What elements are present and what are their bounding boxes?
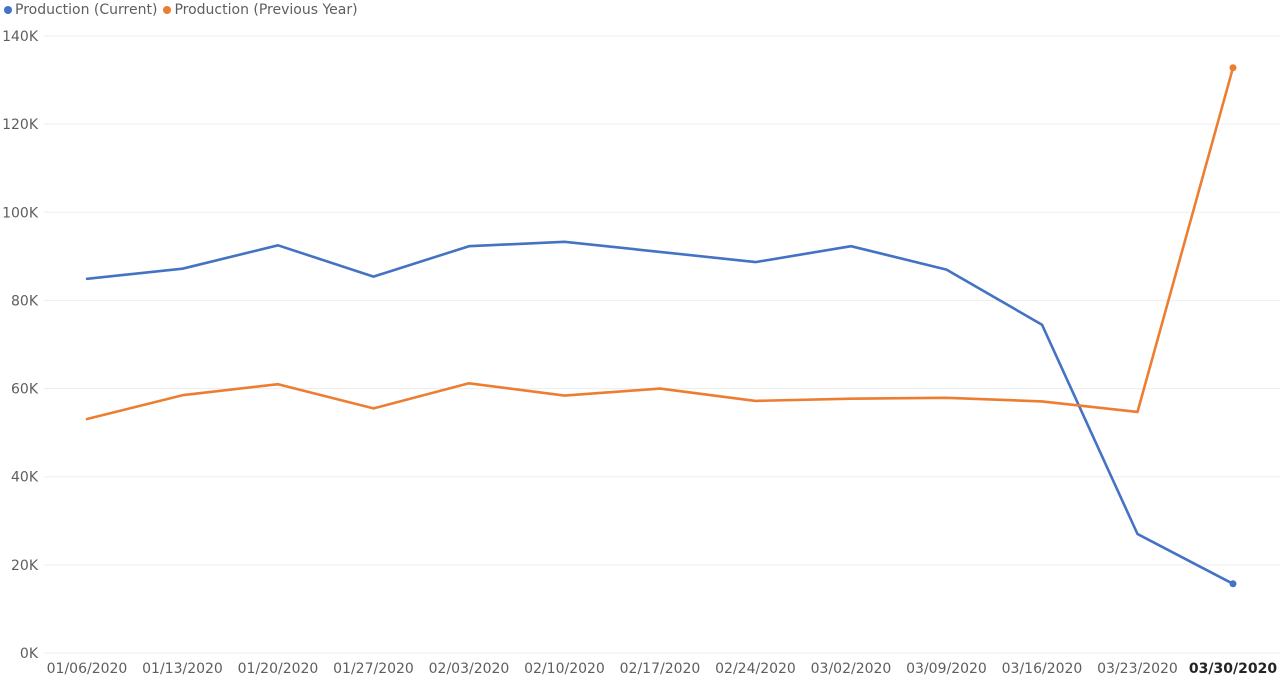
legend-label-previous-year: Production (Previous Year) xyxy=(174,2,358,18)
y-tick-label: 40K xyxy=(11,470,39,486)
legend-item-previous-year[interactable]: Production (Previous Year) xyxy=(163,2,358,18)
series-line-current[interactable] xyxy=(85,240,1235,586)
y-tick-label: 20K xyxy=(11,558,39,574)
y-tick-label: 100K xyxy=(2,205,39,221)
series-line-previous-year[interactable] xyxy=(85,66,1235,421)
y-tick-label: 120K xyxy=(2,117,39,133)
x-tick-label: 02/10/2020 xyxy=(524,661,605,677)
data-point[interactable] xyxy=(1229,580,1237,588)
y-tick-label: 140K xyxy=(2,29,39,45)
x-tick-label: 03/02/2020 xyxy=(811,661,892,677)
x-axis: 01/06/2020 01/13/2020 01/20/2020 01/27/2020… xyxy=(47,661,1278,677)
legend-marker-current xyxy=(4,6,12,14)
legend-label-current: Production (Current) xyxy=(15,2,158,18)
y-tick-label: 80K xyxy=(11,293,39,309)
data-point[interactable] xyxy=(1229,64,1237,72)
chart-legend: Production (Current) Production (Previou… xyxy=(4,0,364,20)
x-tick-label: 01/20/2020 xyxy=(238,661,319,677)
x-tick-label: 03/23/2020 xyxy=(1097,661,1178,677)
y-axis: 0K 20K 40K 60K 80K 100K 120K 140K xyxy=(2,29,39,662)
x-tick-label: 01/13/2020 xyxy=(142,661,223,677)
x-tick-label: 01/27/2020 xyxy=(333,661,414,677)
series-lines xyxy=(85,64,1237,588)
x-tick-label: 02/17/2020 xyxy=(620,661,701,677)
x-tick-label: 03/30/2020 xyxy=(1189,661,1277,677)
y-tick-label: 60K xyxy=(11,382,39,398)
x-tick-label: 03/09/2020 xyxy=(906,661,987,677)
y-tick-label: 0K xyxy=(20,646,39,662)
x-tick-label: 01/06/2020 xyxy=(47,661,128,677)
legend-item-current[interactable]: Production (Current) xyxy=(4,2,157,18)
gridlines xyxy=(44,35,1280,654)
legend-marker-previous-year xyxy=(163,6,172,14)
x-tick-label: 02/03/2020 xyxy=(429,661,510,677)
x-tick-label: 02/24/2020 xyxy=(715,661,796,677)
x-tick-label: 03/16/2020 xyxy=(1002,661,1083,677)
